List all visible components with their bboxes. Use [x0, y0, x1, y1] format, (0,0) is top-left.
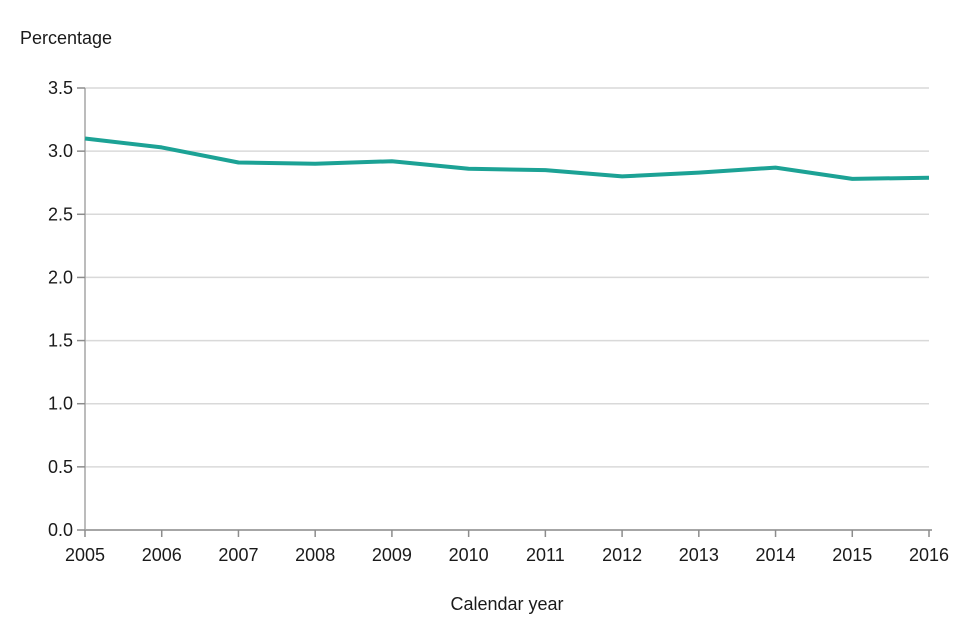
y-tick-label: 0.5 [48, 457, 73, 477]
y-tick-label: 2.0 [48, 267, 73, 287]
y-axis-title: Percentage [20, 28, 113, 48]
x-axis-title-label: Calendar year [450, 594, 564, 614]
y-tick-label: 3.0 [48, 141, 73, 161]
x-tick-label: 2008 [295, 545, 335, 565]
x-tick-label: 2015 [832, 545, 872, 565]
y-tick-label: 2.5 [48, 204, 73, 224]
data-line-series [84, 136, 930, 181]
x-tick-label: 2010 [449, 545, 489, 565]
x-tick-label: 2005 [65, 545, 105, 565]
x-tick-label: 2016 [909, 545, 949, 565]
x-tick-label: 2012 [602, 545, 642, 565]
y-tick-label: 1.5 [48, 331, 73, 351]
y-tick-label: 0.0 [48, 520, 73, 540]
x-axis-title: Calendar year [0, 594, 960, 615]
x-tick-label: 2013 [679, 545, 719, 565]
x-tick-label: 2009 [372, 545, 412, 565]
y-tick-label: 3.5 [48, 78, 73, 98]
y-tick-label: 1.0 [48, 394, 73, 414]
x-tick-label: 2014 [756, 545, 796, 565]
x-tick-label: 2007 [218, 545, 258, 565]
x-tick-label: 2011 [526, 545, 565, 565]
x-tick-label: 2006 [142, 545, 182, 565]
